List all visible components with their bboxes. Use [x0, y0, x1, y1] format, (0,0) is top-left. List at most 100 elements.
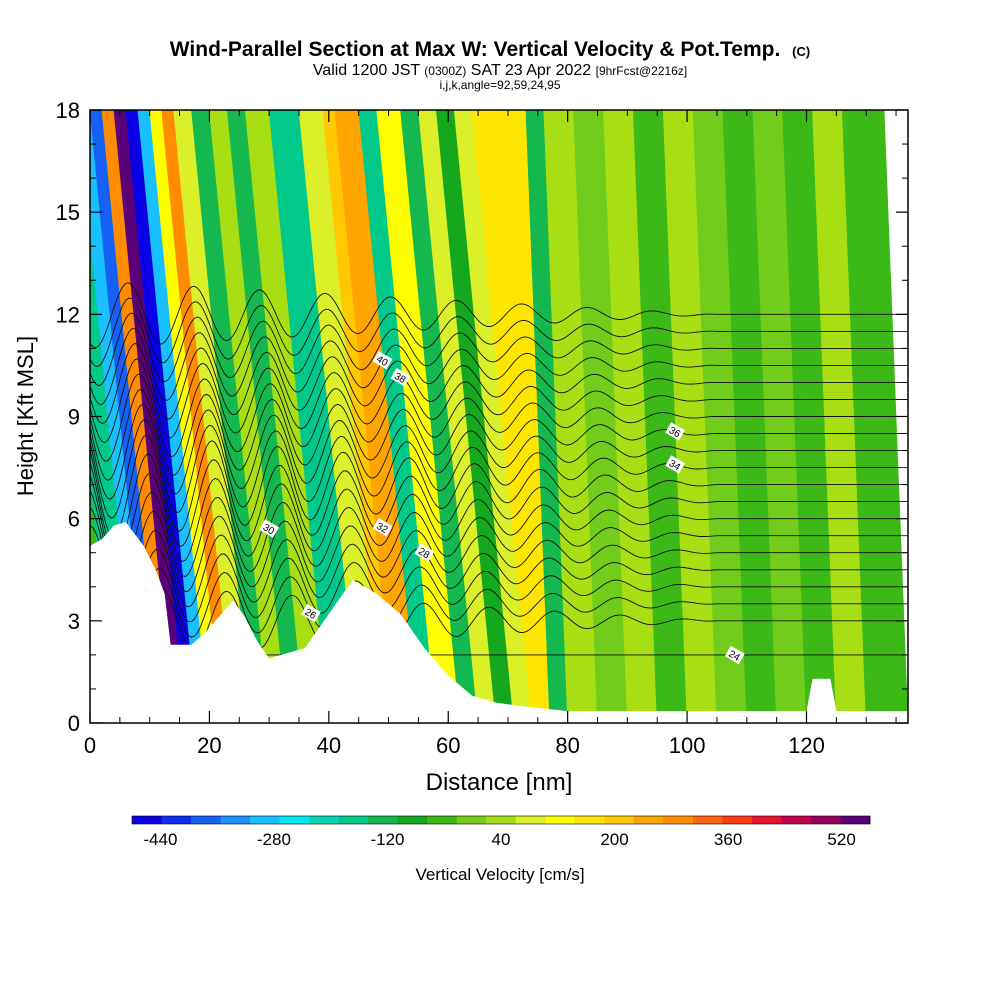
contour-label-34: 34	[665, 455, 686, 474]
velocity-band	[161, 110, 234, 723]
velocity-band	[125, 110, 198, 723]
colorbar-swatch	[397, 816, 428, 824]
contour-label-36: 36	[665, 422, 686, 441]
contour-label-text: 26	[303, 607, 319, 622]
colorbar-frame	[131, 815, 871, 825]
colorbar-tick-label: -280	[257, 830, 291, 849]
y-tick-label: 18	[56, 98, 80, 123]
velocity-band	[137, 110, 210, 723]
velocity-band	[334, 110, 419, 723]
theta-contour	[90, 373, 908, 462]
colorbar-tick-label: 360	[714, 830, 742, 849]
colorbar-swatch	[220, 816, 251, 824]
theta-contour	[90, 582, 908, 657]
theta-contour	[90, 544, 908, 627]
theta-contour	[90, 404, 908, 500]
contour-label-24: 24	[724, 645, 745, 665]
contour-label-text: 38	[392, 371, 408, 386]
colorbar-swatch	[161, 816, 192, 824]
chart-title: Wind-Parallel Section at Max W: Vertical…	[170, 38, 810, 61]
velocity-band	[573, 110, 628, 723]
y-tick-label: 3	[68, 609, 80, 634]
subtitle-valid: Valid 1200 JST	[313, 62, 421, 79]
velocity-band	[525, 110, 569, 723]
contour-label-text: 36	[667, 425, 683, 440]
x-tick-label: 60	[436, 733, 460, 758]
theta-contour	[90, 419, 908, 519]
colorbar-swatch	[663, 816, 694, 824]
colorbar-tick-label: -120	[370, 830, 404, 849]
velocity-band	[358, 110, 437, 723]
velocity-band	[543, 110, 598, 723]
colorbar-swatch	[545, 816, 576, 824]
colorbar-swatch	[515, 816, 546, 824]
contour-label-40: 40	[372, 351, 393, 370]
velocity-band	[298, 110, 383, 723]
velocity-band	[435, 110, 515, 723]
velocity-band	[209, 110, 288, 723]
colorbar-swatch	[840, 816, 871, 824]
velocity-band	[226, 110, 306, 723]
velocity-band	[471, 110, 551, 723]
contour-label-text: 32	[374, 521, 390, 536]
velocity-band	[173, 110, 252, 723]
subtitle-date: SAT 23 Apr 2022	[471, 62, 591, 79]
theta-contour	[90, 454, 908, 552]
x-tick-label: 100	[669, 733, 706, 758]
colorbar-tick-label: -440	[143, 830, 177, 849]
colorbar-swatch	[633, 816, 664, 824]
colorbar-swatch	[427, 816, 458, 824]
theta-contour	[90, 328, 908, 405]
contour-label-text: 28	[416, 546, 432, 561]
colorbar-tick-label: 40	[492, 830, 511, 849]
velocity-band	[400, 110, 479, 723]
theta-contour	[90, 342, 908, 425]
x-tick-label: 120	[788, 733, 825, 758]
colorbar-swatch	[191, 816, 221, 824]
y-tick-label: 12	[56, 302, 80, 327]
theta-contour	[90, 434, 908, 538]
velocity-band	[453, 110, 533, 723]
chart-subtitle-indices: i,j,k,angle=92,59,24,95	[439, 78, 560, 92]
y-tick-label: 15	[56, 200, 80, 225]
colorbar-tick-label: 520	[827, 830, 855, 849]
chart-title-main: Wind-Parallel Section at Max W: Vertical…	[170, 38, 781, 61]
velocity-band	[191, 110, 270, 723]
theta-contour	[90, 525, 908, 613]
velocity-band	[418, 110, 497, 723]
x-tick-label: 80	[555, 733, 579, 758]
colorbar-swatch	[781, 816, 812, 824]
theta-contour	[90, 563, 908, 642]
y-tick-label: 6	[68, 507, 80, 532]
contour-label-38: 38	[390, 368, 411, 387]
velocity-band	[149, 110, 222, 723]
colorbar-swatch	[456, 816, 487, 824]
contour-label-text: 24	[726, 649, 742, 664]
colorbar-swatch	[338, 816, 369, 824]
colorbar-swatch	[574, 816, 605, 824]
theta-contour	[90, 472, 908, 568]
velocity-band	[632, 110, 688, 723]
theta-contour	[90, 312, 908, 387]
theta-contour	[90, 507, 908, 597]
contour-label-text: 30	[261, 522, 277, 537]
contour-label-text: 40	[374, 354, 390, 369]
y-axis-label: Height [Kft MSL]	[13, 336, 38, 496]
colorbar-swatch	[250, 816, 280, 824]
colorbar-swatch	[722, 816, 753, 824]
x-tick-label: 40	[317, 733, 341, 758]
colorbar-swatch	[279, 816, 310, 824]
x-axis-label: Distance [nm]	[426, 769, 573, 796]
x-tick-label: 20	[197, 733, 221, 758]
colorbar-swatch	[604, 816, 635, 824]
colorbar-swatch	[751, 816, 782, 824]
theta-contour	[90, 490, 908, 582]
theta-contour	[90, 358, 908, 444]
theta-contour	[90, 297, 908, 367]
colorbar-swatch	[692, 816, 723, 824]
colorbar-swatch	[132, 816, 162, 824]
